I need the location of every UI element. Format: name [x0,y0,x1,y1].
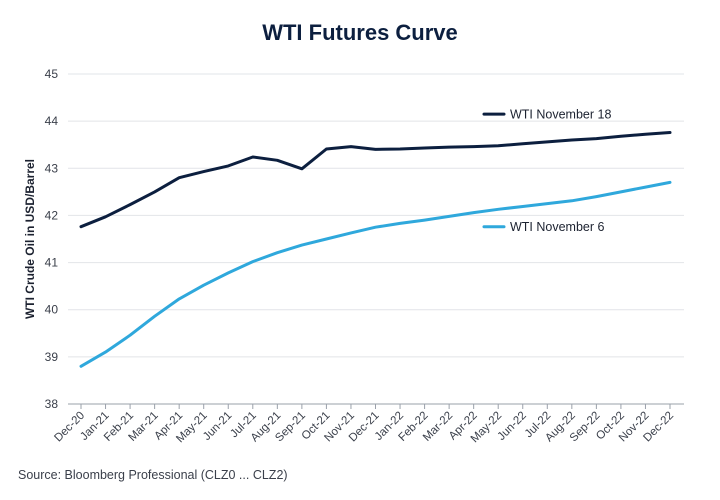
legend-label-1: WTI November 18 [510,108,611,122]
series-line-1 [79,131,672,229]
chart-title: WTI Futures Curve [262,20,458,45]
y-tick-label: 43 [45,161,59,175]
y-tick-label: 45 [45,67,59,81]
y-tick-label: 42 [45,208,59,222]
y-tick-label: 41 [45,256,59,270]
series-line-2 [79,180,672,368]
y-axis-label: WTI Crude Oil in USD/Barrel [23,159,37,319]
y-tick-label: 40 [45,303,59,317]
legend-label-2: WTI November 6 [510,220,605,234]
y-tick-label: 38 [45,397,59,411]
y-tick-label: 39 [45,350,59,364]
source-note: Source: Bloomberg Professional (CLZ0 ...… [18,468,288,482]
y-tick-label: 44 [45,114,59,128]
